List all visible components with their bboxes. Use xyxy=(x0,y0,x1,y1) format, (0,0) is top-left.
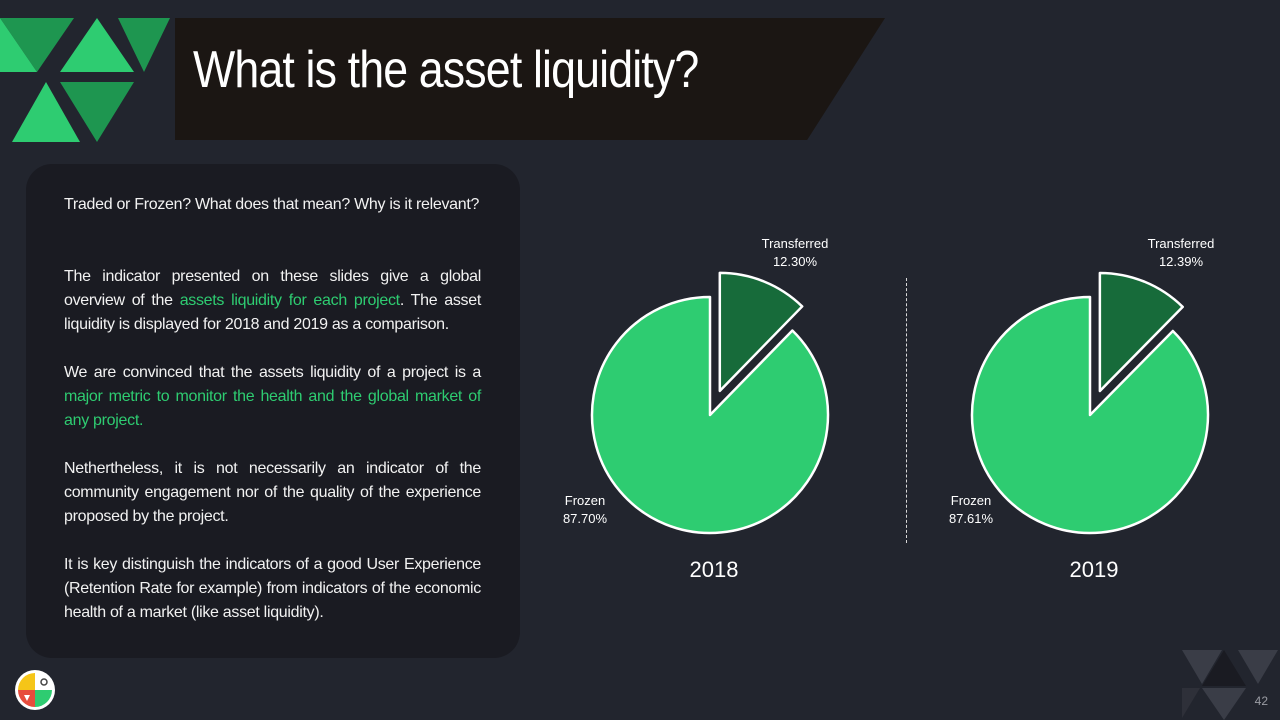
slide-title: What is the asset liquidity? xyxy=(193,41,699,99)
paragraph-conviction-text: We are convinced that the assets liquidi… xyxy=(64,364,481,381)
green-triangles-decoration xyxy=(0,18,170,142)
pie-2019-frozen-label: Frozen 87.61% xyxy=(938,492,1004,528)
page-number: 42 xyxy=(1254,694,1268,708)
pie-2019-frozen-value: 87.61% xyxy=(948,511,994,526)
paragraph-conviction: We are convinced that the assets liquidi… xyxy=(64,361,481,433)
pie-2019-transferred-label: Transferred 12.39% xyxy=(1136,235,1226,271)
pie-2018-frozen-label: Frozen 87.70% xyxy=(552,492,618,528)
pie-charts xyxy=(590,271,1210,535)
pie-2018-year-label: 2018 xyxy=(689,557,739,582)
paragraph-indicator-text-b: . The asset liquidity is displayed for 2… xyxy=(64,292,481,333)
pie-2018-transferred-name: Transferred xyxy=(761,236,829,251)
paragraph-key-distinction: It is key distinguish the indicators of … xyxy=(64,556,481,621)
pie-2018-frozen-name: Frozen xyxy=(564,493,606,508)
highlight-assets-liquidity: assets liquidity for each project xyxy=(179,292,400,309)
pie-2018-transferred-value: 12.30% xyxy=(772,254,818,269)
text-panel xyxy=(26,164,520,658)
highlight-major-metric: major metric to monitor the health and t… xyxy=(64,388,481,429)
pie-2019-transferred-name: Transferred xyxy=(1147,236,1215,251)
pie-slice-frozen-2019 xyxy=(970,295,1210,535)
paragraph-intro: Traded or Frozen? What does that mean? W… xyxy=(64,196,480,213)
paragraph-caveat: Nethertheless, it is not necessarily an … xyxy=(64,460,481,525)
pie-chart-2019 xyxy=(970,271,1210,535)
paragraph-indicator-text-a: The indicator presented on these slides … xyxy=(64,268,481,309)
pie-2018-transferred-label: Transferred 12.30% xyxy=(750,235,840,271)
pie-2019-transferred-value: 12.39% xyxy=(1158,254,1204,269)
paragraph-indicator: The indicator presented on these slides … xyxy=(64,265,481,337)
pie-2019-frozen-name: Frozen xyxy=(950,493,992,508)
pie-2018-frozen-value: 87.70% xyxy=(562,511,608,526)
corner-triangles-decoration xyxy=(1182,650,1278,720)
pie-2019-year-label: 2019 xyxy=(1069,557,1119,582)
pie-slice-frozen-2018 xyxy=(590,295,830,535)
pie-chart-2018 xyxy=(590,271,830,535)
chart-divider xyxy=(906,278,907,543)
brand-logo-icon xyxy=(15,670,55,710)
pie-slice-transferred-2018 xyxy=(718,271,804,393)
pie-slice-transferred-2019 xyxy=(1098,271,1184,393)
